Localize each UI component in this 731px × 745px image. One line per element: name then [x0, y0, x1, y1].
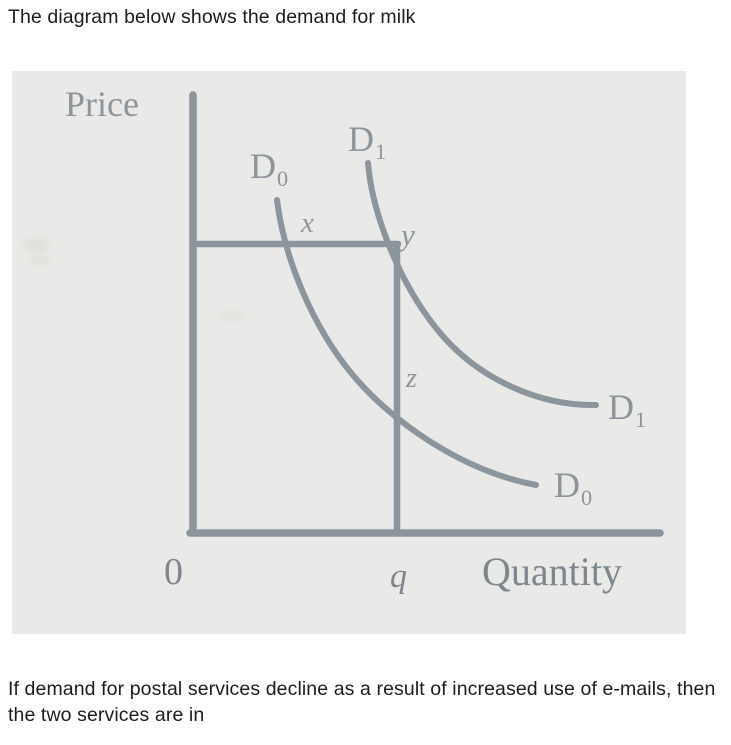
point-label-z: z [406, 363, 417, 394]
demand-curve-plot [186, 91, 664, 537]
curve-label-d1-right-letter: D [608, 387, 634, 427]
paper-smudge-icon [24, 237, 50, 253]
curve-label-d1-top: D1 [348, 121, 386, 164]
curve-label-d1-right: D1 [608, 389, 646, 432]
x-axis-label: Quantity [482, 549, 622, 594]
quantity-tick-label: q [390, 558, 407, 595]
origin-label: 0 [164, 551, 183, 593]
curve-label-d1-right-subscript: 1 [635, 407, 647, 433]
curve-label-d0-right: D0 [554, 467, 592, 510]
point-label-y: y [401, 217, 415, 252]
curve-label-d0-top-letter: D [250, 146, 276, 186]
y-axis-label: Price [65, 84, 139, 124]
curve-label-d1-top-subscript: 1 [375, 139, 387, 165]
curve-label-d1-top-letter: D [348, 119, 374, 159]
curve-label-d0-right-letter: D [554, 465, 580, 505]
question-prompt-top: The diagram below shows the demand for m… [8, 6, 416, 28]
demand-diagram-figure: Price D0 D1 x y z D1 D0 0 q Quantity [12, 71, 686, 634]
curve-label-d0-right-subscript: 0 [581, 485, 593, 511]
curve-label-d0-top: D0 [250, 148, 288, 191]
curve-label-d0-top-subscript: 0 [277, 166, 289, 192]
paper-smudge-icon [30, 255, 50, 265]
paper-smudge-icon [217, 311, 247, 321]
figure-canvas: Price D0 D1 x y z D1 D0 0 q Quantity [12, 71, 686, 634]
demand-curve-d0 [274, 197, 539, 488]
question-prompt-bottom: If demand for postal services decline as… [8, 678, 716, 726]
demand-curve-d1 [365, 160, 599, 409]
point-label-x: x [301, 207, 314, 239]
